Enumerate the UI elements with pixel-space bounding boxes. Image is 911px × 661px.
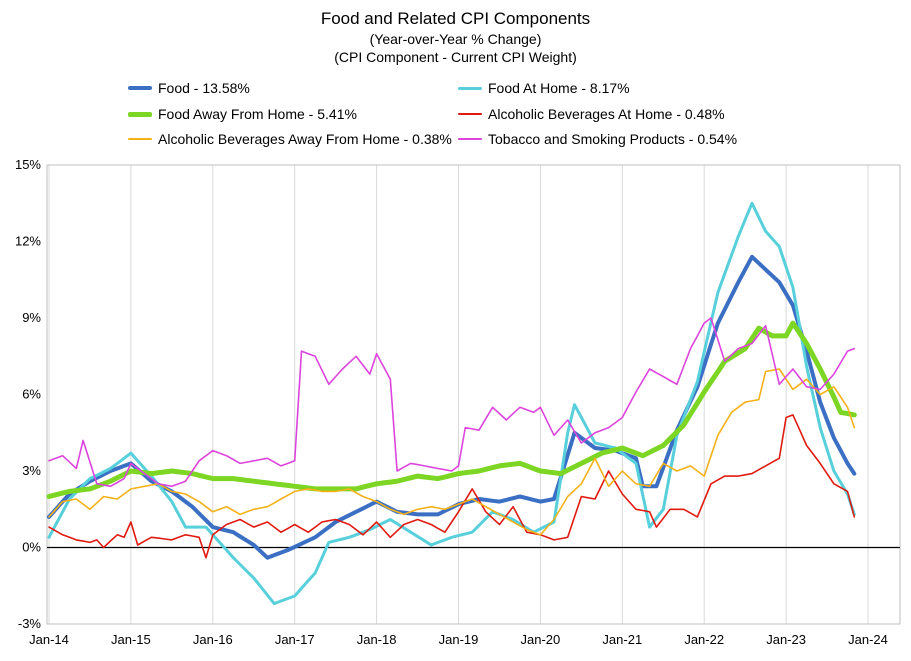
legend-label-alcohol-away: Alcoholic Beverages Away From Home - 0.3… [158,131,452,147]
x-tick-label: Jan-24 [848,632,888,647]
legend-item-food: Food - 13.58% [128,80,250,96]
chart-title: Food and Related CPI Components [320,9,591,28]
legend-label-food-away: Food Away From Home - 5.41% [158,106,357,122]
legend-swatch-alcohol-home [458,113,482,115]
legend-swatch-food-at-home [458,86,482,90]
x-tick-label: Jan-23 [766,632,806,647]
y-tick-label: 9% [22,310,41,325]
x-tick-label: Jan-16 [193,632,233,647]
x-tick-label: Jan-17 [275,632,315,647]
legend-swatch-food-away [128,111,152,117]
legend-item-food-at-home: Food At Home - 8.17% [458,80,630,96]
chart-legend: Food - 13.58% Food At Home - 8.17% Food … [0,0,911,160]
legend-swatch-tobacco [458,138,482,140]
legend-label-alcohol-home: Alcoholic Beverages At Home - 0.48% [488,106,725,122]
series-line-4 [48,368,856,536]
y-tick-label: 6% [22,387,41,402]
y-tick-label: 15% [15,157,41,172]
title-block: Food and Related CPI Components (Year-ov… [0,8,911,66]
y-tick-label: 0% [22,540,41,555]
x-tick-label: Jan-22 [684,632,724,647]
legend-label-food-at-home: Food At Home - 8.17% [488,80,630,96]
legend-swatch-alcohol-away [128,138,152,140]
x-tick-label: Jan-18 [357,632,397,647]
x-tick-label: Jan-20 [521,632,561,647]
chart-subtitle-weight: (CPI Component - Current CPI Weight) [334,49,577,65]
series-line-5 [48,317,856,488]
legend-item-alcohol-home: Alcoholic Beverages At Home - 0.48% [458,106,725,122]
y-tick-label: 12% [15,234,41,249]
x-tick-label: Jan-14 [29,632,69,647]
legend-item-tobacco: Tobacco and Smoking Products - 0.54% [458,131,737,147]
series-line-0 [47,254,857,560]
series-line-3 [48,414,856,559]
legend-swatch-food [128,86,152,90]
y-tick-label: -3% [18,616,42,631]
x-tick-label: Jan-15 [111,632,151,647]
x-tick-label: Jan-19 [439,632,479,647]
legend-label-food: Food - 13.58% [158,80,250,96]
chart-subtitle-yoy: (Year-over-Year % Change) [369,31,542,47]
x-tick-label: Jan-21 [602,632,642,647]
series-line-1 [47,201,856,606]
series-line-2 [46,320,857,499]
legend-item-food-away: Food Away From Home - 5.41% [128,106,357,122]
plot-frame [46,164,901,625]
legend-label-tobacco: Tobacco and Smoking Products - 0.54% [488,131,738,147]
legend-item-alcohol-away: Alcoholic Beverages Away From Home - 0.3… [128,131,452,147]
y-tick-label: 3% [22,463,41,478]
